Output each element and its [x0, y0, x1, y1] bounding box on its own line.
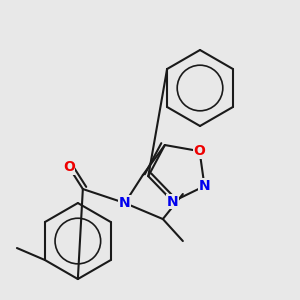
- Text: N: N: [199, 179, 210, 193]
- Text: N: N: [167, 194, 178, 208]
- Text: O: O: [194, 144, 206, 158]
- Text: N: N: [119, 196, 131, 210]
- Text: O: O: [63, 160, 75, 174]
